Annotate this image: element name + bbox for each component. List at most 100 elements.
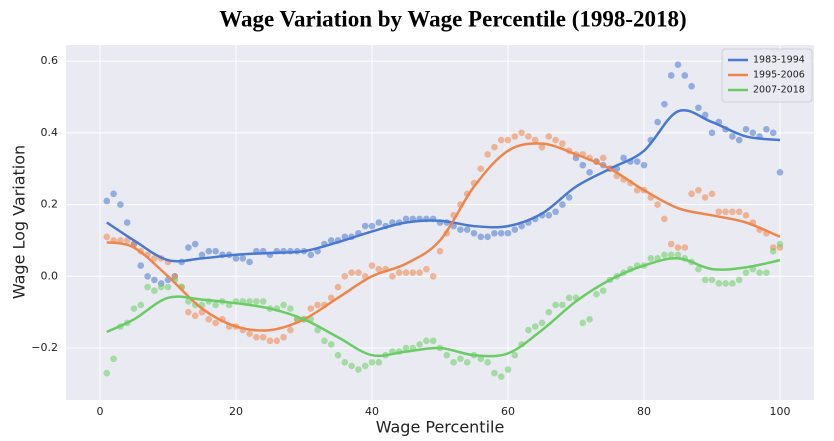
data-point [729, 280, 736, 287]
data-point [253, 298, 260, 305]
data-point [579, 319, 587, 327]
data-point [402, 215, 410, 223]
data-point [559, 140, 566, 147]
data-point [722, 208, 729, 216]
data-point [511, 133, 519, 140]
data-point [511, 226, 519, 233]
legend: 1983-1994 1995-2006 2007-2018 [721, 48, 813, 103]
data-point [674, 251, 682, 259]
data-point [395, 269, 403, 277]
data-point [729, 133, 736, 140]
data-point [695, 186, 702, 194]
data-point [708, 129, 716, 137]
x-tick-label: 100 [770, 405, 791, 418]
data-point [259, 298, 267, 305]
data-point [559, 201, 566, 208]
chart-title: Wage Variation by Wage Percentile (1998-… [219, 6, 686, 31]
data-point [477, 165, 485, 173]
data-point [477, 355, 485, 363]
data-point [232, 255, 240, 262]
data-point [722, 280, 729, 287]
data-point [334, 283, 342, 291]
data-point [103, 197, 111, 205]
data-point [470, 229, 478, 237]
x-tick-label: 80 [637, 405, 651, 418]
data-point [198, 251, 206, 259]
data-point [103, 369, 111, 377]
data-point [443, 351, 451, 359]
data-point [695, 104, 702, 112]
data-point [654, 118, 661, 126]
data-point [205, 316, 213, 323]
data-point [586, 168, 593, 176]
data-point [729, 208, 736, 216]
data-point [497, 373, 505, 380]
data-point [246, 330, 253, 337]
data-point [579, 161, 587, 169]
data-point [157, 283, 165, 291]
data-point [504, 229, 512, 237]
data-point [144, 283, 151, 291]
data-point [151, 276, 158, 284]
data-point [246, 258, 253, 266]
data-point [538, 143, 546, 151]
data-point [423, 337, 430, 345]
data-point [497, 136, 505, 144]
data-point [355, 366, 362, 373]
data-point [667, 240, 675, 248]
data-point [552, 301, 559, 309]
data-point [742, 125, 750, 133]
x-tick-label: 40 [365, 405, 379, 418]
data-point [565, 194, 573, 201]
data-point [416, 269, 423, 277]
data-point [484, 233, 491, 241]
y-tick-label: 0.0 [41, 269, 59, 282]
data-point [525, 133, 532, 140]
data-point [361, 362, 369, 370]
data-point [402, 344, 410, 352]
data-point [463, 359, 471, 366]
data-point [463, 226, 471, 233]
data-point [355, 269, 362, 277]
data-point [280, 333, 287, 341]
data-point [667, 251, 675, 259]
data-point [191, 312, 199, 320]
legend-label: 2007-2018 [753, 85, 805, 96]
data-point [212, 301, 219, 309]
data-point [681, 72, 689, 79]
y-tick-label: 0.2 [41, 198, 59, 211]
data-point [708, 276, 716, 284]
data-point [525, 326, 532, 334]
data-point [681, 244, 689, 251]
data-point [151, 255, 158, 262]
data-point [137, 262, 145, 269]
data-point [144, 272, 151, 280]
data-point [491, 229, 498, 237]
data-point [307, 251, 315, 259]
data-point [647, 255, 655, 262]
data-point [375, 265, 383, 273]
data-point [633, 186, 641, 194]
data-point [191, 240, 199, 248]
data-point [776, 240, 784, 248]
data-point [389, 272, 396, 280]
data-point [450, 359, 457, 366]
data-point [266, 337, 274, 345]
x-axis-label: Wage Percentile [376, 418, 505, 437]
data-point [287, 326, 294, 334]
data-point [545, 212, 553, 219]
data-point [674, 244, 682, 251]
data-point [654, 201, 661, 208]
data-point [348, 269, 355, 277]
legend-label: 1983-1994 [753, 55, 805, 66]
data-point [640, 161, 648, 169]
data-point [368, 222, 376, 230]
data-point [511, 351, 519, 359]
data-point [742, 269, 750, 277]
data-point [538, 319, 546, 327]
data-point [504, 136, 512, 144]
data-point [593, 290, 600, 298]
data-point [742, 212, 750, 219]
data-point [307, 305, 315, 312]
data-point [361, 222, 369, 230]
